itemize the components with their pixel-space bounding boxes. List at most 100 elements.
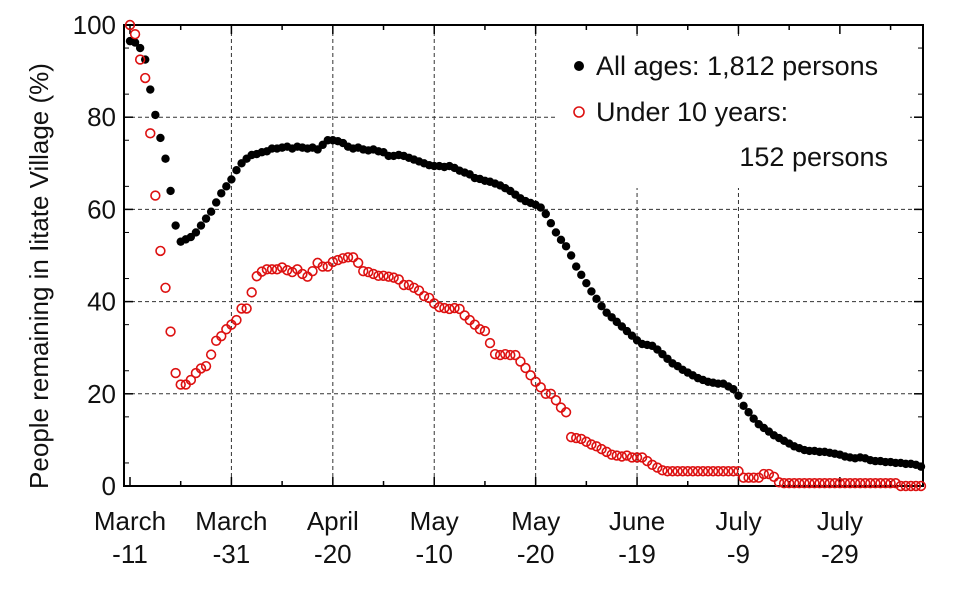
data-point	[170, 367, 181, 379]
data-point	[327, 256, 339, 268]
data-point	[545, 388, 557, 399]
x-tick-label: -9	[727, 539, 750, 569]
data-point	[332, 254, 344, 266]
data-point	[500, 348, 511, 360]
data-point	[134, 54, 146, 65]
data-point	[865, 478, 876, 489]
data-point	[408, 282, 420, 293]
data-point	[211, 198, 221, 207]
data-point	[515, 356, 526, 367]
data-point	[156, 133, 165, 143]
data-point	[232, 166, 241, 175]
data-point	[854, 478, 866, 489]
data-point	[748, 472, 759, 483]
data-point	[191, 228, 201, 237]
x-tick-label: -20	[314, 539, 352, 569]
data-point	[256, 266, 268, 277]
data-point	[297, 268, 308, 280]
data-point	[129, 29, 141, 40]
data-point	[494, 349, 506, 361]
data-point	[130, 38, 140, 47]
data-point	[281, 265, 293, 276]
data-point	[474, 324, 486, 335]
x-tick-label: June	[609, 506, 665, 536]
data-point	[541, 209, 550, 219]
data-point	[834, 478, 846, 489]
y-axis-tick-labels: 0 20 40 60 80 100	[73, 10, 116, 501]
x-axis-tick-labels: March-11March-31April-20May-10May-20June…	[94, 506, 863, 569]
data-point	[561, 242, 571, 251]
data-point	[692, 466, 704, 477]
data-point	[536, 203, 545, 212]
data-point	[631, 452, 643, 463]
data-point	[556, 235, 566, 245]
data-point	[161, 154, 170, 163]
data-point	[195, 363, 207, 374]
x-tick-label: -10	[415, 539, 453, 569]
data-point	[577, 270, 586, 280]
data-point	[916, 462, 926, 471]
data-point	[222, 182, 231, 191]
data-point	[373, 270, 384, 281]
data-point	[217, 189, 226, 198]
data-point	[479, 325, 491, 337]
y-tick-label: 60	[87, 194, 116, 224]
x-tick-label: March	[94, 506, 166, 536]
data-point	[702, 466, 714, 477]
data-point	[418, 290, 430, 302]
data-point	[749, 414, 758, 423]
data-point	[231, 314, 242, 326]
data-point	[216, 330, 227, 342]
data-point	[611, 450, 622, 461]
data-point	[510, 349, 521, 361]
y-tick-label: 100	[73, 10, 116, 40]
data-point	[200, 360, 212, 372]
data-point	[227, 175, 236, 184]
x-tick-label: March	[195, 506, 267, 536]
data-point	[241, 303, 252, 314]
data-point	[738, 472, 749, 483]
data-point	[368, 268, 379, 280]
data-point	[682, 466, 693, 477]
legend-label-all-ages: All ages: 1,812 persons	[596, 51, 878, 81]
y-axis-label: People remaining in Iitate Village (%)	[24, 63, 54, 489]
data-point	[337, 253, 349, 264]
data-point	[734, 391, 743, 400]
data-point	[582, 278, 591, 288]
data-point	[581, 436, 592, 447]
data-point	[124, 19, 136, 31]
data-point	[647, 459, 658, 470]
data-point	[236, 303, 247, 314]
data-point	[592, 294, 601, 304]
x-tick-label: May	[410, 506, 459, 536]
data-point	[718, 466, 729, 477]
data-point	[352, 257, 364, 269]
x-tick-label: April	[307, 506, 359, 536]
data-point	[145, 128, 156, 139]
series-under-10	[124, 19, 927, 492]
data-point	[276, 262, 288, 273]
data-point	[135, 43, 145, 53]
data-point	[900, 480, 911, 492]
data-point	[175, 379, 186, 390]
data-point	[307, 265, 318, 277]
data-point	[667, 466, 678, 477]
data-point	[723, 466, 734, 477]
data-point	[890, 478, 901, 489]
data-point	[794, 478, 805, 489]
data-point	[565, 431, 577, 443]
data-point	[439, 302, 450, 314]
data-point	[388, 272, 399, 283]
data-point	[171, 221, 180, 230]
data-point	[317, 261, 328, 272]
data-point	[560, 407, 572, 418]
data-point	[606, 449, 617, 460]
data-point	[915, 480, 927, 492]
data-point	[591, 441, 602, 452]
data-point	[287, 266, 298, 278]
data-point	[739, 401, 748, 410]
data-point	[571, 432, 582, 444]
data-point	[657, 465, 668, 476]
data-point	[773, 477, 785, 488]
data-point	[697, 466, 709, 477]
